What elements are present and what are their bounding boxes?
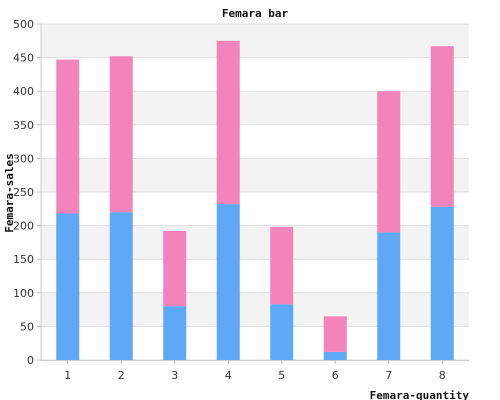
y-tick-label: 350 — [13, 119, 34, 132]
bar-segment-1-cat-2 — [109, 212, 133, 360]
background-band — [41, 57, 469, 92]
y-tick-label: 450 — [13, 52, 34, 65]
x-tick-label: 5 — [278, 369, 285, 382]
y-tick-label: 500 — [13, 18, 34, 31]
bar-segment-1-cat-8 — [430, 206, 454, 360]
bar-segment-1-cat-3 — [163, 306, 187, 360]
bars — [56, 40, 454, 360]
x-tick-label: 6 — [332, 369, 339, 382]
x-tick-label: 1 — [64, 369, 71, 382]
bar-segment-1-cat-1 — [56, 213, 80, 360]
y-tick-label: 400 — [13, 85, 34, 98]
x-tick-label: 2 — [118, 369, 125, 382]
y-tick-label: 150 — [13, 253, 34, 266]
bar-segment-1-cat-4 — [216, 204, 240, 360]
background-band — [41, 292, 469, 327]
x-tick-labels: 1 2 3 4 5 6 7 8 — [64, 369, 446, 382]
background-band — [41, 259, 469, 293]
bar-segment-2-cat-4 — [216, 40, 240, 205]
bar-segment-1-cat-5 — [270, 304, 294, 360]
bar-segment-1-cat-7 — [377, 232, 401, 360]
y-tick-label: 300 — [13, 152, 34, 165]
y-tick-label: 100 — [13, 287, 34, 300]
background-band — [41, 326, 469, 360]
background-band — [41, 91, 469, 125]
x-axis-title: Femara-quantity — [370, 389, 470, 400]
background-band — [41, 124, 469, 159]
x-tick-label: 4 — [225, 369, 232, 382]
chart-title: Femara bar — [222, 7, 289, 20]
x-tick-label: 8 — [439, 369, 446, 382]
bar-segment-1-cat-6 — [323, 351, 347, 360]
y-axis-title: Femara-sales — [3, 153, 16, 232]
bar-segment-2-cat-6 — [323, 316, 347, 352]
background-band — [41, 225, 469, 260]
y-tick-label: 0 — [27, 354, 34, 367]
y-tick-labels: 0 50 100 150 200 250 300 350 400 450 500 — [13, 18, 34, 367]
y-tick-label: 250 — [13, 186, 34, 199]
x-tick-label: 3 — [171, 369, 178, 382]
bar-segment-2-cat-8 — [430, 46, 454, 207]
y-tick-label: 200 — [13, 220, 34, 233]
bar-segment-2-cat-5 — [270, 226, 294, 305]
bar-segment-2-cat-7 — [377, 91, 401, 233]
y-tick-label: 50 — [20, 320, 34, 333]
bar-segment-2-cat-2 — [109, 56, 133, 213]
bar-segment-2-cat-1 — [56, 59, 80, 214]
x-tick-label: 7 — [385, 369, 392, 382]
background-band — [41, 24, 469, 58]
axes — [37, 23, 469, 364]
background-band — [41, 192, 469, 226]
bar-segment-2-cat-3 — [163, 230, 187, 307]
background-band — [41, 158, 469, 192]
